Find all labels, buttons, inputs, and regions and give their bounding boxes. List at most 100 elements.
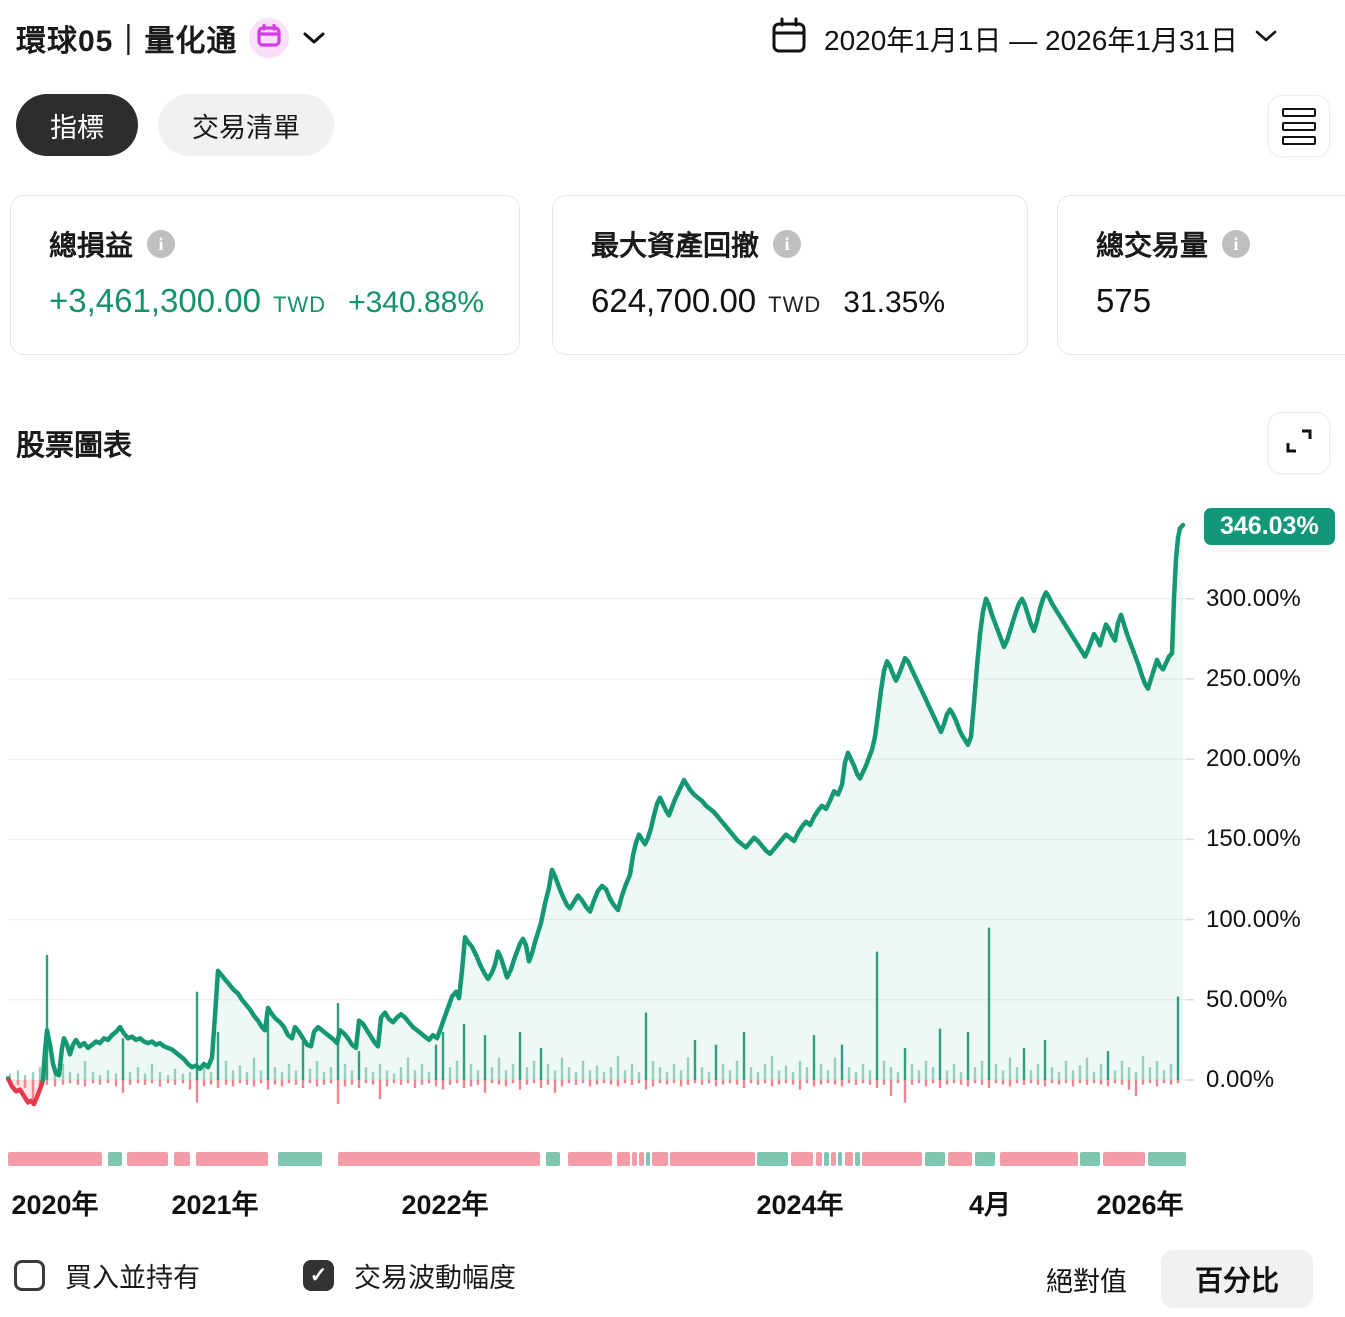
page-title: 環球05｜量化通 [16, 25, 238, 58]
strategy-calendar-badge[interactable] [249, 18, 290, 58]
volatility-bar-down [476, 1080, 480, 1085]
volatility-bar-up [301, 1041, 305, 1080]
volatility-bar-up [371, 1071, 375, 1080]
trade-volatility-checkbox[interactable]: ✓ 交易波動幅度 [303, 1256, 516, 1295]
volatility-bar-up [532, 1060, 536, 1080]
volatility-bar-up [76, 1073, 80, 1080]
list-view-button[interactable] [1268, 95, 1330, 157]
volatility-bar-up [195, 991, 199, 1080]
volatility-bar-down [966, 1080, 970, 1087]
regime-segment [757, 1152, 788, 1166]
volatility-bar-down [756, 1080, 760, 1085]
volatility-bar-up [525, 1067, 529, 1080]
volatility-bar-down [742, 1080, 746, 1089]
volatility-bar-down [76, 1080, 80, 1085]
volatility-bar-up [83, 1060, 87, 1080]
volatility-bar-up [693, 1039, 697, 1080]
volatility-bar-down [686, 1080, 690, 1085]
checkbox-unchecked-icon[interactable] [14, 1260, 45, 1291]
chart-plot-area[interactable] [0, 490, 1345, 1190]
volatility-bar-down [574, 1080, 578, 1085]
equity-line [6, 1077, 46, 1107]
volatility-bar-up [38, 1067, 42, 1080]
volatility-bar-up [826, 1070, 830, 1080]
volatility-bar-up [1015, 1067, 1019, 1080]
tab-trade-list[interactable]: 交易清單 [158, 94, 334, 156]
equity-curve-chart[interactable] [0, 490, 1345, 1190]
volatility-bar-up [630, 1063, 634, 1080]
volatility-bar-up [749, 1067, 753, 1080]
volatility-bar-up [882, 1060, 886, 1080]
volatility-bar-down [581, 1080, 585, 1084]
volatility-bar-down [259, 1080, 263, 1084]
volatility-bar-down [721, 1080, 725, 1085]
volatility-bar-down [166, 1080, 170, 1084]
volatility-bar-up [378, 1063, 382, 1080]
volatility-bar-down [322, 1080, 326, 1085]
volatility-bar-up [791, 1071, 795, 1080]
volatility-bar-up [136, 1067, 140, 1080]
volatility-bar-down [294, 1080, 298, 1085]
total-trades-value: 575 [1096, 282, 1152, 319]
volatility-bar-down [1008, 1080, 1012, 1087]
regime-segment [1103, 1152, 1145, 1166]
volatility-bar-down [273, 1080, 277, 1085]
regime-segment [831, 1152, 836, 1166]
volatility-bar-up [173, 1068, 177, 1080]
volatility-bar-up [889, 1067, 893, 1080]
volatility-bar-down [364, 1080, 368, 1084]
volatility-bar-up [959, 1071, 963, 1080]
card-total-trades: 總交易量 i 575 [1057, 195, 1345, 355]
volatility-bar-up [1085, 1057, 1089, 1080]
volatility-bar-down [1141, 1080, 1145, 1085]
x-axis-label: 2021年 [171, 1190, 259, 1220]
volatility-bar-down [420, 1080, 424, 1085]
expand-chart-button[interactable] [1268, 412, 1330, 474]
volatility-bar-down [553, 1080, 557, 1093]
volatility-bar-up [315, 1060, 319, 1080]
regime-segment [845, 1152, 853, 1166]
regime-segment [8, 1152, 102, 1166]
volatility-bar-down [602, 1080, 606, 1084]
volatility-bar-up [721, 1063, 725, 1080]
regime-segment [338, 1152, 540, 1166]
regime-segment [948, 1152, 972, 1166]
date-range-picker[interactable]: 2020年1月1日 — 2026年1月31日 [770, 16, 1278, 61]
info-icon[interactable]: i [147, 230, 176, 258]
volatility-bar-up [931, 1067, 935, 1080]
volatility-bar-up [644, 1012, 648, 1080]
volatility-bar-down [1176, 1080, 1180, 1084]
chevron-down-icon[interactable] [301, 29, 327, 47]
volatility-bar-up [1134, 1071, 1138, 1080]
y-axis-label: 300.00% [1206, 584, 1301, 612]
buy-and-hold-checkbox[interactable]: 買入並持有 [14, 1256, 200, 1295]
volatility-bar-up [441, 1031, 445, 1080]
volatility-bar-up [427, 1071, 431, 1080]
volatility-bar-up [518, 1031, 522, 1080]
volatility-bar-up [308, 1068, 312, 1080]
volatility-bar-up [121, 1038, 125, 1080]
volatility-bar-up [23, 1075, 27, 1080]
chart-options-row: 買入並持有 ✓ 交易波動幅度 [0, 1256, 1345, 1314]
checkbox-checked-icon[interactable]: ✓ [303, 1260, 334, 1291]
regime-segment [791, 1152, 813, 1166]
absolute-mode-option[interactable]: 絕對值 [1046, 1266, 1127, 1297]
volatility-bar-down [560, 1080, 564, 1087]
volatility-bar-up [357, 1051, 361, 1080]
tab-indicators[interactable]: 指標 [16, 94, 138, 156]
info-icon[interactable]: i [1222, 230, 1251, 258]
volatility-bar-down [45, 1080, 49, 1085]
regime-segment [1000, 1152, 1078, 1166]
volatility-bar-down [1134, 1080, 1138, 1097]
volatility-bar-down [644, 1080, 648, 1090]
volatility-bar-up [763, 1063, 767, 1080]
volatility-bar-up [448, 1067, 452, 1080]
list-icon [1282, 107, 1316, 117]
info-icon[interactable]: i [773, 230, 802, 258]
volatility-bar-up [294, 1070, 298, 1080]
volatility-bar-up [700, 1067, 704, 1080]
volatility-bar-up [679, 1070, 683, 1080]
regime-segment [546, 1152, 560, 1166]
percent-mode-option[interactable]: 百分比 [1161, 1250, 1314, 1308]
volatility-bar-down [714, 1080, 718, 1087]
